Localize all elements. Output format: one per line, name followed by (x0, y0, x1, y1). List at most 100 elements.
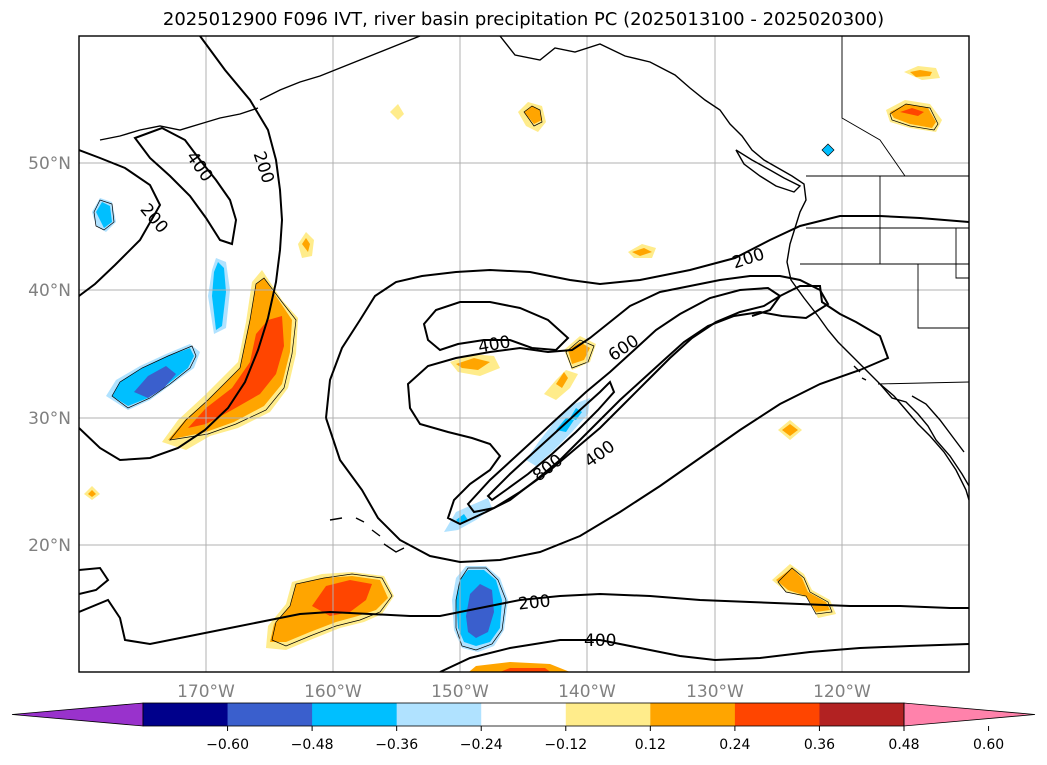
anomaly-outline (889, 103, 939, 131)
colorbar-tick-label: 0.60 (973, 737, 1004, 753)
anomaly-outline (565, 339, 595, 369)
ivt-contour-600 (466, 286, 782, 514)
negative-anomaly-region (212, 262, 226, 330)
lon-label: 160°W (304, 682, 362, 702)
negative-anomaly-region (444, 498, 492, 532)
contour-label: 400 (477, 332, 512, 357)
colorbar-segment (396, 703, 482, 726)
contour-label: 200 (730, 244, 767, 273)
positive-anomaly-region (632, 248, 652, 256)
anomaly-outline (821, 143, 835, 157)
colorbar-tick-label: −0.60 (206, 737, 249, 753)
colorbar-tick-label: −0.12 (544, 737, 587, 753)
contour-label: 200 (249, 149, 278, 186)
positive-anomaly-region (568, 342, 590, 364)
ivt-contour-200 (79, 566, 110, 595)
positive-anomaly-region (312, 580, 372, 616)
negative-anomaly-region (96, 202, 112, 228)
anomaly-outline (93, 199, 115, 231)
coastlines (99, 36, 969, 553)
contour-label: 200 (136, 200, 172, 238)
colorbar-tick-label: −0.24 (460, 737, 503, 753)
longitude-labels: 170°W 160°W 150°W 140°W 130°W 120°W (177, 682, 871, 702)
hawaii-islands (329, 517, 405, 553)
ivt-contour-200 (79, 149, 162, 297)
positive-anomaly-region (500, 668, 551, 672)
colorbar-segments (11, 702, 1036, 727)
vancouver-island (735, 149, 802, 193)
colorbar: −0.60 −0.48 −0.36 −0.24 −0.12 0.12 0.24 0.36 0.4… (11, 702, 1036, 753)
anomaly-outline (271, 573, 393, 647)
positive-anomaly-region (910, 70, 932, 77)
colorbar-segment (650, 703, 736, 726)
positive-anomaly-region (88, 490, 96, 497)
positive-anomaly-region (390, 104, 404, 120)
colorbar-segment (312, 703, 398, 726)
colorbar-tick-label: −0.48 (291, 737, 334, 753)
colorbar-tick-label: 0.24 (719, 737, 750, 753)
lat-label: 50°N (28, 154, 71, 174)
positive-anomaly-region (456, 358, 490, 370)
positive-anomaly-region (302, 238, 310, 252)
alaska-islands (259, 36, 421, 101)
ivt-contour-400 (133, 126, 238, 246)
lat-label: 30°N (28, 409, 71, 429)
colorbar-tick-label: 0.36 (804, 737, 835, 753)
colorbar-segment (143, 703, 229, 726)
baja-inner-coast (911, 395, 965, 453)
contour-label: 400 (584, 631, 616, 651)
colorbar-segment (565, 703, 651, 726)
baja-coast (879, 383, 969, 487)
colorbar-segment (227, 703, 313, 726)
negative-anomaly-region (466, 584, 494, 638)
ivt-contours (79, 36, 969, 672)
lon-label: 150°W (431, 682, 489, 702)
lon-label: 130°W (686, 682, 744, 702)
map-frame (78, 35, 970, 673)
ivt-contour-200 (325, 215, 969, 419)
political-borders (800, 36, 969, 385)
precip-anomaly-fills (84, 66, 942, 672)
positive-anomaly-region (524, 106, 542, 124)
positive-anomaly-region (556, 372, 568, 388)
colorbar-tick-label: 0.12 (635, 737, 666, 753)
anomaly-outline (777, 567, 833, 615)
anomaly-outline (523, 105, 543, 127)
graticule (79, 36, 969, 672)
lon-label: 170°W (177, 682, 235, 702)
positive-anomaly-region (900, 108, 924, 116)
colorbar-segment (481, 703, 567, 726)
negative-anomaly-region (822, 144, 834, 156)
ivt-contour-200 (79, 36, 284, 462)
anomaly-outline (169, 277, 297, 441)
colorbar-outline (142, 702, 905, 727)
contour-label: 400 (182, 148, 217, 186)
positive-anomaly-region (168, 278, 292, 440)
north-america-coast (499, 36, 969, 501)
lon-label: 120°W (813, 682, 871, 702)
ivt-contour-400 (439, 639, 969, 672)
contour-label: 200 (517, 591, 551, 614)
positive-anomaly-region (776, 568, 830, 612)
colorbar-tick-label: 0.48 (888, 737, 919, 753)
lat-label: 40°N (28, 281, 71, 301)
ivt-contour-200 (79, 592, 969, 646)
colorbar-ticks: −0.60 −0.48 −0.36 −0.24 −0.12 0.12 0.24 0.36 0.4… (206, 726, 1004, 753)
anomaly-outline (111, 345, 197, 409)
colorbar-extend-high (903, 702, 1036, 727)
lat-label: 20°N (28, 536, 71, 556)
positive-anomaly-region (782, 424, 798, 436)
anomaly-outline (455, 567, 507, 651)
negative-anomaly-region (134, 366, 176, 398)
positive-anomaly-region (890, 104, 936, 128)
us-mexico-border (877, 381, 969, 385)
ivt-contour-800 (486, 380, 616, 502)
map-plot-area: 200 400 200 400 600 800 400 200 200 400 (79, 36, 969, 672)
ivt-contour-400 (406, 275, 830, 526)
colorbar-segment (734, 703, 820, 726)
latitude-labels: 50°N 40°N 30°N 20°N (28, 154, 71, 556)
map-title: 2025012900 F096 IVT, river basin precipi… (162, 9, 885, 30)
colorbar-segment (819, 703, 905, 726)
ivt-contour-200 (325, 285, 890, 564)
